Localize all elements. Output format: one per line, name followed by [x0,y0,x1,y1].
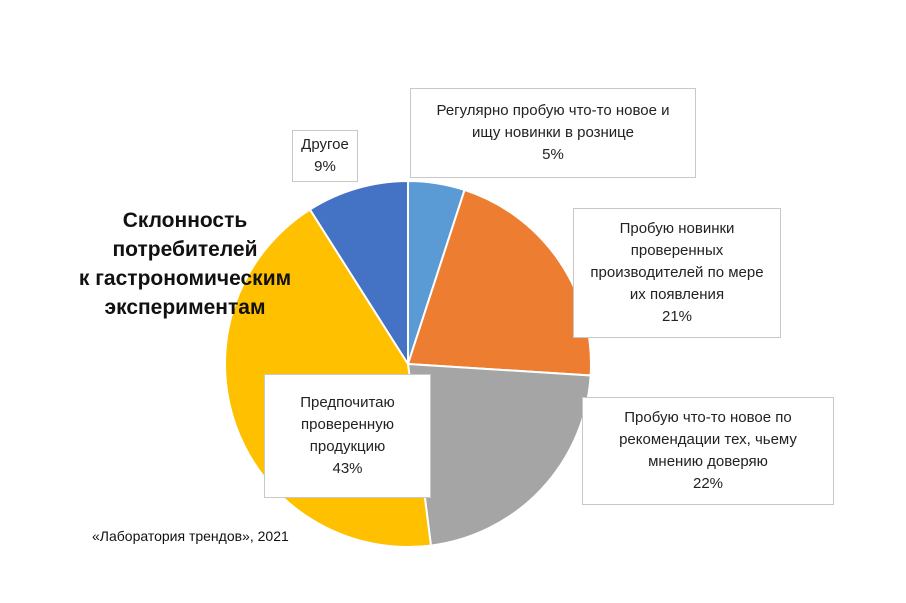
pie-slice-recommendations [406,362,592,547]
chart-title-line: к гастрономическим [78,267,292,290]
data-label-prefer-trusted: Предпочитаю проверенную продукцию 43% [264,374,431,498]
data-label-text: Пробую новинки [619,220,735,237]
chart-title-line: потребителей [112,238,258,261]
source-note: «Лаборатория трендов», 2021 [92,528,289,544]
data-label-text: Пробую что-то новое по [624,409,792,426]
data-label-text: мнению доверяю [648,453,768,470]
data-label-value: 9% [314,158,336,175]
data-label-trusted-producers-novelties: Пробую новинки проверенных производителе… [573,208,781,338]
data-label-value: 21% [661,308,693,325]
pie-slice-trusted-producers-novelties [406,188,592,377]
data-label-text: производителей по мере [590,264,764,281]
data-label-text: проверенную [301,416,394,433]
data-label-text: ищу новинки в рознице [472,124,634,141]
data-label-text: проверенных [630,242,724,259]
pie-slice-other [308,179,409,368]
data-label-text: Регулярно пробую что-то новое и [436,102,670,119]
data-label-text: Другое [301,136,349,153]
data-label-value: 22% [692,475,724,492]
data-label-text: их появления [629,286,725,303]
data-label-value: 43% [332,460,363,477]
data-label-recommendations: Пробую что-то новое по рекомендации тех,… [582,397,834,505]
data-label-text: продукцию [309,438,386,455]
chart-title-line: Склонность [122,209,248,232]
chart-title-line: экспериментам [104,296,266,319]
data-label-regularly-try-new: Регулярно пробую что-то новое и ищу нови… [410,88,696,178]
data-label-value: 5% [542,146,564,163]
chart-title: Склонность потребителей к гастрономическ… [60,206,310,322]
data-label-text: рекомендации тех, чьему [619,431,797,448]
data-label-other: Другое 9% [292,130,358,182]
data-label-text: Предпочитаю [300,394,395,411]
